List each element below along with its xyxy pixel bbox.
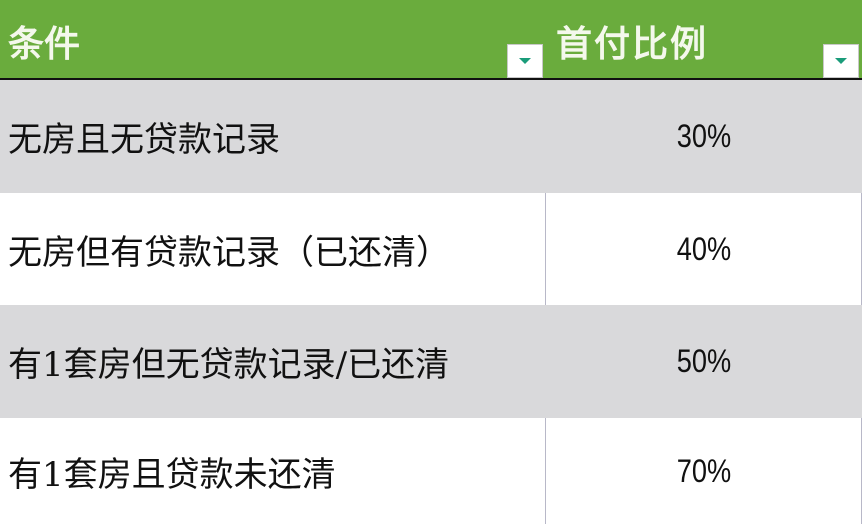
table-row: 有1套房但无贷款记录/已还清 50% [0,305,862,418]
header-condition: 条件 [8,23,81,65]
header-down-payment-ratio: 首付比例 [556,23,709,65]
table-header-row: 条件 首付比例 [0,0,862,80]
table-row: 无房且无贷款记录 30% [0,80,862,193]
ratio-cell: 30% [676,118,732,154]
filter-dropdown-ratio[interactable] [823,44,859,78]
chevron-down-icon [519,58,531,64]
ratio-cell: 50% [676,343,732,379]
ratio-cell: 70% [676,452,732,489]
column-divider [545,418,546,524]
condition-cell: 有1套房但无贷款记录/已还清 [8,345,450,385]
chevron-down-icon [835,58,847,64]
column-divider [861,193,862,305]
table-row: 无房但有贷款记录（已还清） 40% [0,193,862,305]
condition-cell: 有1套房且贷款未还清 [8,454,336,495]
column-divider [861,418,862,524]
condition-cell: 无房且无贷款记录 [8,120,280,160]
condition-cell: 无房但有贷款记录（已还清） [8,232,450,273]
ratio-cell: 40% [676,230,732,267]
filter-dropdown-condition[interactable] [507,44,543,78]
column-divider [545,193,546,305]
table-row: 有1套房且贷款未还清 70% [0,418,862,524]
